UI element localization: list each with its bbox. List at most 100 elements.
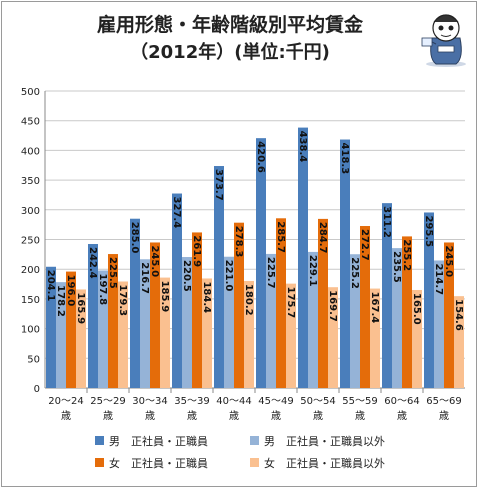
bar — [318, 218, 328, 388]
data-label: 167.4 — [369, 292, 380, 324]
data-label: 285.7 — [275, 221, 286, 253]
y-tick-label: 300 — [21, 206, 40, 217]
x-tick-label: 25～29 — [90, 396, 125, 407]
x-tick-label: 歳 — [61, 410, 71, 422]
bar — [308, 251, 318, 388]
x-tick-label: 55～59 — [342, 396, 377, 407]
data-label: 154.6 — [453, 299, 464, 331]
bar — [88, 244, 98, 388]
bar — [444, 242, 454, 388]
x-tick-label: 65～69 — [426, 396, 461, 407]
bar — [328, 287, 338, 388]
bar — [150, 242, 160, 388]
x-tick-label: 40～44 — [216, 396, 251, 407]
x-tick-label: 歳 — [355, 410, 365, 422]
bar — [224, 256, 234, 388]
data-label: 185.9 — [159, 281, 170, 313]
bar — [56, 282, 66, 388]
legend-label: 女 正社員・正職員 — [109, 456, 208, 470]
y-tick-label: 200 — [21, 265, 40, 276]
data-label: 278.3 — [233, 226, 244, 258]
x-tick-label: 35～39 — [174, 396, 209, 407]
legend-label: 女 正社員・正職員以外 — [264, 456, 385, 470]
data-label: 242.4 — [87, 247, 98, 279]
y-tick-label: 100 — [21, 325, 40, 336]
bar — [370, 288, 380, 388]
bar — [266, 253, 276, 388]
y-tick-label: 0 — [34, 384, 40, 395]
chart-title-line2: （2012年）(単位:千円) — [130, 42, 330, 63]
data-label: 180.2 — [243, 284, 254, 316]
data-label: 295.5 — [423, 215, 434, 247]
data-label: 272.7 — [359, 229, 370, 261]
legend-swatch — [250, 458, 259, 467]
bar — [298, 127, 308, 389]
data-label: 229.1 — [307, 255, 318, 287]
data-label: 225.7 — [265, 257, 276, 289]
data-label: 327.4 — [171, 197, 182, 229]
bar — [182, 257, 192, 388]
chart-title-line1: 雇用形態・年齢階級別平均賃金 — [96, 14, 363, 36]
legend-swatch — [250, 436, 259, 445]
bar — [402, 236, 412, 388]
x-tick-label: 30～34 — [132, 396, 167, 407]
bar — [172, 193, 182, 388]
x-tick-label: 歳 — [145, 410, 155, 422]
legend-label: 男 正社員・正職員 — [109, 434, 208, 448]
data-label: 216.7 — [139, 262, 150, 294]
data-label: 169.7 — [327, 290, 338, 322]
mascot-icon — [421, 14, 466, 67]
data-label: 175.7 — [285, 287, 296, 319]
data-label: 373.7 — [213, 169, 224, 201]
data-label: 184.4 — [201, 281, 212, 313]
bar — [434, 260, 444, 388]
data-label: 261.9 — [191, 235, 202, 267]
x-tick-label: 歳 — [271, 410, 281, 422]
bar — [256, 138, 266, 388]
bar — [192, 232, 202, 388]
x-tick-label: 歳 — [439, 410, 449, 422]
data-label: 418.3 — [339, 143, 350, 175]
x-tick-label: 歳 — [397, 410, 407, 422]
data-label: 285.0 — [129, 222, 140, 254]
data-label: 311.2 — [381, 206, 392, 238]
x-tick-label: 50～54 — [300, 396, 335, 407]
bar — [340, 139, 350, 388]
bar — [214, 166, 224, 388]
bar — [130, 218, 140, 388]
data-label: 235.5 — [391, 251, 402, 283]
data-label: 165.0 — [411, 293, 422, 325]
data-label: 245.0 — [149, 245, 160, 277]
bar — [244, 280, 254, 388]
legend-label: 男 正社員・正職員以外 — [264, 434, 385, 448]
bar — [350, 254, 360, 388]
bar — [412, 289, 422, 388]
x-tick-label: 45～49 — [258, 396, 293, 407]
bar — [360, 226, 370, 388]
bar — [46, 266, 56, 388]
y-tick-label: 500 — [21, 87, 40, 98]
bar — [108, 254, 118, 388]
data-label: 204.1 — [45, 270, 56, 302]
y-tick-label: 350 — [21, 176, 40, 187]
data-label: 179.3 — [117, 284, 128, 316]
data-label: 178.2 — [55, 285, 66, 317]
bar — [160, 277, 170, 388]
data-label: 255.2 — [401, 239, 412, 271]
bar — [424, 212, 434, 388]
data-label: 284.7 — [317, 222, 328, 254]
y-tick-label: 250 — [21, 236, 40, 247]
bar — [276, 218, 286, 388]
bar — [454, 296, 464, 388]
x-tick-label: 歳 — [187, 410, 197, 422]
bar — [66, 271, 76, 388]
bar — [382, 203, 392, 388]
legend-swatch — [95, 436, 104, 445]
x-tick-label: 歳 — [103, 410, 113, 422]
x-tick-label: 歳 — [313, 410, 323, 422]
y-tick-label: 150 — [21, 295, 40, 306]
bar — [202, 278, 212, 388]
data-label: 225.2 — [349, 257, 360, 289]
bar — [76, 289, 86, 388]
y-tick-label: 450 — [21, 117, 40, 128]
